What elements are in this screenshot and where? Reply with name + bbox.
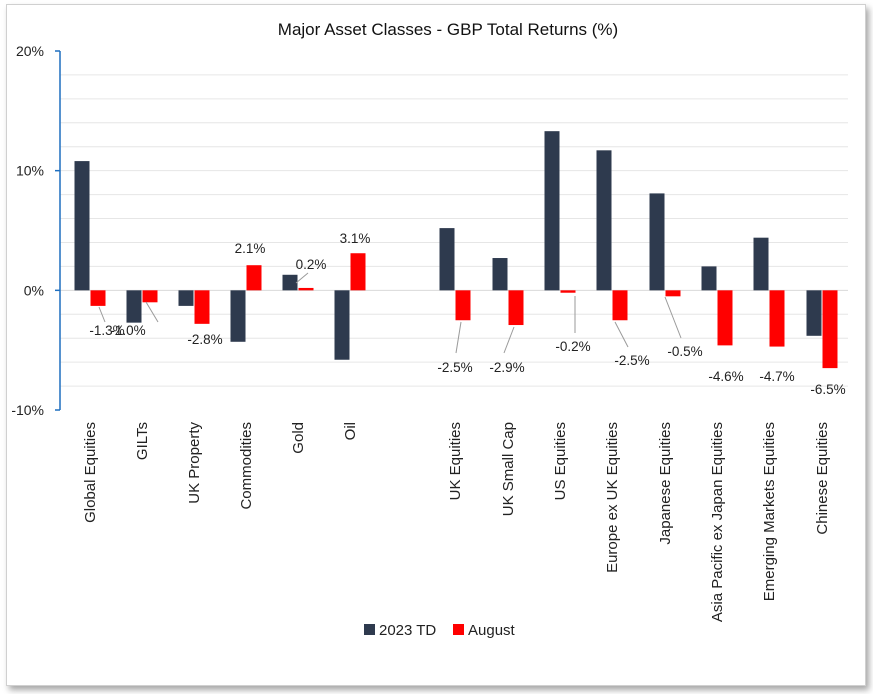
bar-2023-td-oil (334, 290, 350, 360)
bars (74, 131, 838, 369)
legend: 2023 TD August (364, 622, 516, 639)
data-label-august-oil: 3.1% (340, 231, 371, 246)
label-leader-line (664, 296, 682, 339)
data-label-august-gold: 0.2% (296, 257, 327, 272)
y-tick-label: 10% (16, 163, 44, 179)
bar-2023-td-gold (282, 274, 298, 291)
bar-august-uk-property (194, 290, 210, 324)
bar-2023-td-europe-ex-uk-equities (596, 150, 612, 291)
x-tick-label: GILTs (134, 422, 151, 460)
bar-2023-td-uk-property (178, 290, 194, 306)
bar-august-uk-small-cap (508, 290, 524, 326)
x-tick-label: Japanese Equities (657, 422, 674, 545)
bar-2023-td-us-equities (544, 131, 560, 291)
bar-august-japanese-equities (665, 290, 681, 297)
label-leader-line (98, 306, 106, 323)
bar-august-commodities (246, 265, 262, 291)
bar-august-oil (350, 253, 366, 291)
label-leaders (98, 272, 682, 354)
bar-august-uk-equities (455, 290, 471, 321)
chart-title: Major Asset Classes - GBP Total Returns … (278, 20, 618, 39)
y-tick-label: -10% (11, 402, 44, 418)
bar-2023-td-gilts (126, 290, 142, 323)
x-tick-label: Chinese Equities (814, 422, 831, 535)
x-tick-label: Oil (342, 422, 359, 440)
bar-august-asia-pacific-ex-japan-equities (717, 290, 733, 346)
legend-label-2023-td: 2023 TD (379, 622, 436, 639)
bar-august-gold (298, 287, 314, 291)
data-label-august-commodities: 2.1% (235, 241, 266, 256)
data-label-august-asia-pacific-ex-japan-equities: -4.6% (708, 369, 743, 384)
label-leader-line (614, 321, 629, 348)
data-label-august-japanese-equities: -0.5% (667, 344, 702, 359)
bar-august-us-equities (560, 290, 576, 293)
x-tick-label: UK Property (186, 422, 203, 504)
bar-august-emerging-markets-equities (769, 290, 785, 347)
y-tick-labels: 20% 10% 0% -10% (11, 43, 44, 418)
data-label-august-uk-property: -2.8% (187, 332, 222, 347)
label-leader-line (295, 272, 309, 284)
bar-2023-td-uk-equities (439, 228, 455, 291)
legend-label-august: August (468, 622, 516, 639)
bar-2023-td-uk-small-cap (492, 258, 508, 291)
data-label-august-uk-small-cap: -2.9% (489, 360, 524, 375)
x-tick-label: US Equities (552, 422, 569, 500)
bar-2023-td-emerging-markets-equities (753, 237, 769, 291)
data-label-august-global-equities: -1.3% (89, 323, 124, 338)
legend-swatch-2023-td (364, 624, 375, 635)
data-label-august-uk-equities: -2.5% (437, 360, 472, 375)
x-tick-labels: Global Equities GILTs UK Property Commoditi… (82, 422, 831, 623)
y-tick-label: 20% (16, 43, 44, 59)
label-leader-line (145, 301, 159, 323)
bar-2023-td-commodities (230, 290, 246, 342)
x-tick-label: Asia Pacific ex Japan Equities (709, 422, 726, 622)
bar-august-europe-ex-uk-equities (612, 290, 628, 321)
bar-2023-td-japanese-equities (649, 193, 665, 291)
label-leader-line (503, 326, 515, 354)
data-label-august-us-equities: -0.2% (555, 339, 590, 354)
bar-august-global-equities (90, 290, 106, 306)
bar-august-gilts (142, 290, 158, 303)
x-tick-label: Emerging Markets Equities (761, 422, 778, 601)
x-tick-label: UK Equities (447, 422, 464, 500)
legend-swatch-august (453, 624, 464, 635)
bar-2023-td-chinese-equities (806, 290, 822, 336)
data-label-august-europe-ex-uk-equities: -2.5% (614, 353, 649, 368)
x-tick-label: UK Small Cap (500, 422, 517, 516)
bar-2023-td-global-equities (74, 161, 90, 291)
data-label-august-gilts: -1.0% (110, 323, 145, 338)
data-labels: -1.3%-1.0% -2.8% 2.1% 0.2% 3.1% -2.5% -2.9% -0.… (89, 231, 845, 397)
x-tick-label: Global Equities (82, 422, 99, 523)
data-label-august-emerging-markets-equities: -4.7% (759, 369, 794, 384)
bar-2023-td-asia-pacific-ex-japan-equities (701, 266, 717, 291)
x-tick-label: Europe ex UK Equities (604, 422, 621, 573)
label-leader-line (455, 321, 462, 354)
data-label-august-chinese-equities: -6.5% (810, 382, 845, 397)
x-tick-label: Commodities (238, 422, 255, 510)
axes (55, 50, 61, 411)
bar-august-chinese-equities (822, 290, 838, 369)
y-tick-label: 0% (24, 282, 44, 298)
x-tick-label: Gold (290, 422, 307, 454)
